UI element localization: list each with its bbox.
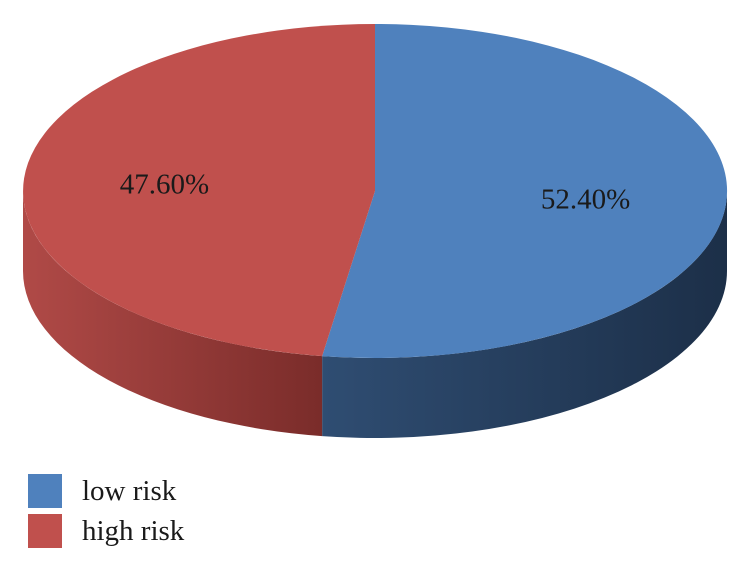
legend-item-low-risk: low risk [28,472,184,510]
pie-side-low-risk [322,191,727,438]
slice-label-high-risk: 47.60% [120,169,209,201]
pie-sides [23,191,727,438]
pie-side-high-risk [23,191,323,437]
pie-slice-low-risk [322,23,728,358]
pie-slice-high-risk [23,24,375,357]
legend-swatch-high-risk [28,514,62,548]
legend-label-low-risk: low risk [82,474,177,507]
legend-item-high-risk: high risk [28,512,184,550]
pie-labels: 52.40% 47.60% [120,169,631,216]
pie-tops [23,23,728,358]
legend-swatch-low-risk [28,474,62,508]
legend: low risk high risk [28,472,184,552]
legend-label-high-risk: high risk [82,514,185,547]
slice-label-low-risk: 52.40% [541,184,630,216]
